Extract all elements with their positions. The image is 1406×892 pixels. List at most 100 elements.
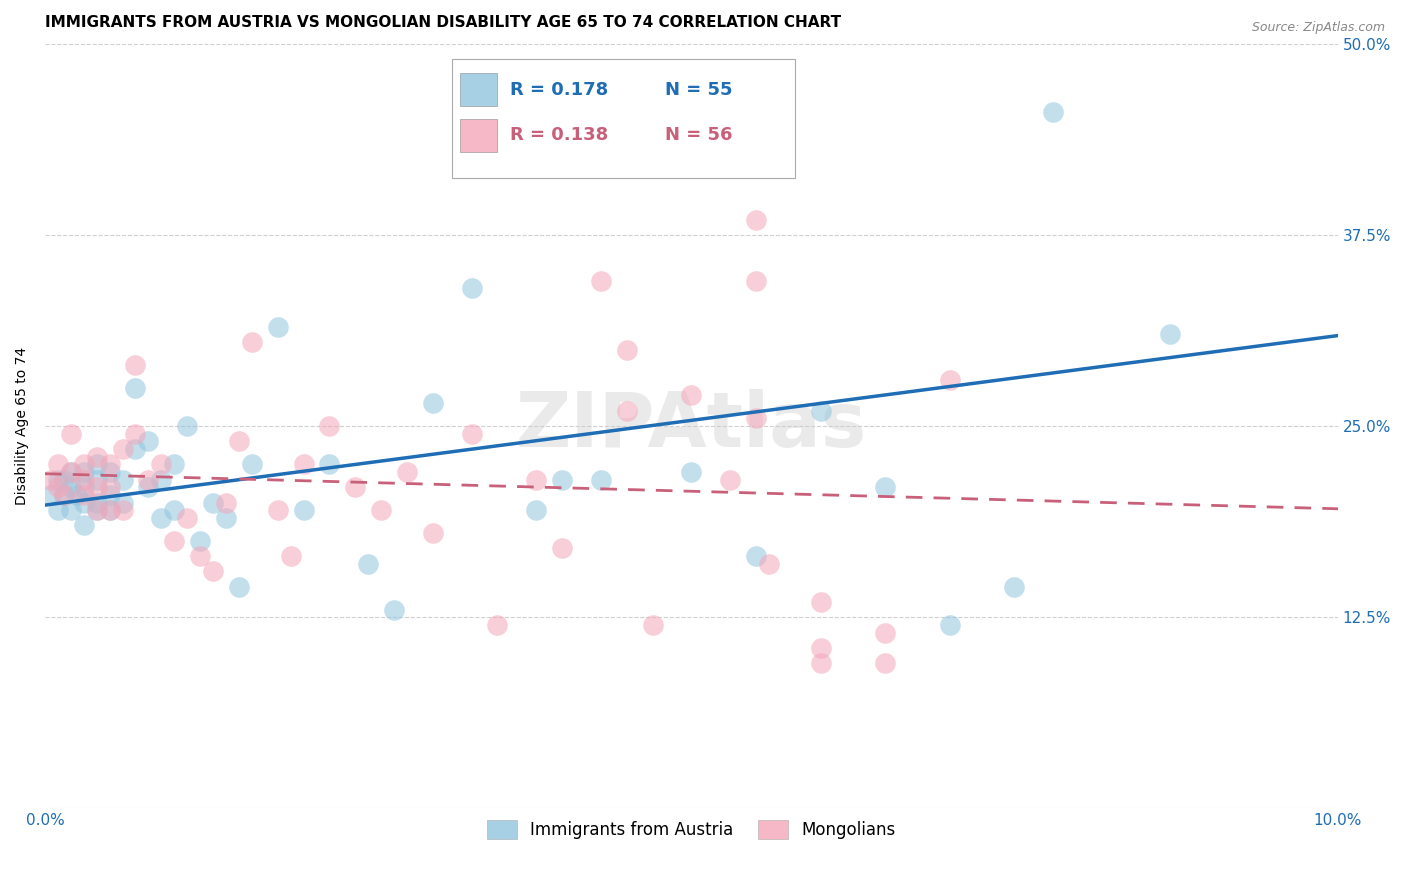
Point <box>745 212 768 227</box>
Point <box>86 480 108 494</box>
Point <box>810 595 832 609</box>
Point <box>53 488 76 502</box>
Text: ZIPAtlas: ZIPAtlas <box>516 389 868 463</box>
Point <box>138 434 160 449</box>
Point <box>745 411 768 425</box>
Point <box>188 549 211 563</box>
Point <box>939 373 962 387</box>
Point <box>395 465 418 479</box>
FancyBboxPatch shape <box>453 59 794 178</box>
Point <box>460 426 482 441</box>
Point <box>589 274 612 288</box>
Point <box>163 533 186 548</box>
Point <box>59 465 82 479</box>
Point <box>758 557 780 571</box>
Point <box>280 549 302 563</box>
Point <box>46 458 69 472</box>
Point <box>73 480 96 494</box>
Point <box>718 473 741 487</box>
Point <box>59 465 82 479</box>
Point <box>240 334 263 349</box>
Point <box>98 488 121 502</box>
Y-axis label: Disability Age 65 to 74: Disability Age 65 to 74 <box>15 347 30 505</box>
Point <box>46 480 69 494</box>
Point <box>460 281 482 295</box>
Point <box>46 473 69 487</box>
Point <box>150 458 173 472</box>
Legend: Immigrants from Austria, Mongolians: Immigrants from Austria, Mongolians <box>479 814 903 846</box>
Point <box>86 495 108 509</box>
Point <box>681 388 703 402</box>
Point <box>589 473 612 487</box>
Point <box>124 426 146 441</box>
Point <box>215 495 238 509</box>
Point <box>98 503 121 517</box>
Point <box>124 442 146 456</box>
Point <box>86 450 108 464</box>
Point <box>98 503 121 517</box>
Point <box>551 473 574 487</box>
Point <box>202 495 225 509</box>
Point <box>163 458 186 472</box>
Point <box>41 488 63 502</box>
Point <box>124 358 146 372</box>
Point <box>73 458 96 472</box>
Point <box>150 473 173 487</box>
Point <box>86 458 108 472</box>
FancyBboxPatch shape <box>460 73 498 106</box>
Point <box>228 580 250 594</box>
Point <box>357 557 380 571</box>
Point <box>875 656 897 670</box>
Point <box>86 503 108 517</box>
Point <box>370 503 392 517</box>
Point <box>551 541 574 556</box>
Point <box>810 403 832 417</box>
Point <box>745 274 768 288</box>
Point <box>98 480 121 494</box>
Point <box>939 618 962 632</box>
Point <box>1042 105 1064 120</box>
Point <box>176 511 198 525</box>
Point <box>266 319 288 334</box>
Point <box>641 618 664 632</box>
Point <box>681 465 703 479</box>
Point <box>59 503 82 517</box>
Point <box>875 625 897 640</box>
Point <box>266 503 288 517</box>
Point <box>86 473 108 487</box>
Point <box>875 480 897 494</box>
Point <box>73 488 96 502</box>
Point <box>616 343 638 357</box>
Point <box>344 480 367 494</box>
Point <box>228 434 250 449</box>
Point <box>745 549 768 563</box>
Point <box>86 503 108 517</box>
Point <box>810 656 832 670</box>
Point <box>382 602 405 616</box>
Point <box>73 495 96 509</box>
Point <box>46 503 69 517</box>
Text: R = 0.178: R = 0.178 <box>510 80 609 98</box>
Point <box>422 526 444 541</box>
Point <box>124 381 146 395</box>
Point <box>138 473 160 487</box>
Point <box>292 503 315 517</box>
Point <box>318 419 340 434</box>
Point <box>422 396 444 410</box>
Point <box>163 503 186 517</box>
Point <box>111 442 134 456</box>
Point <box>1159 327 1181 342</box>
Point <box>318 458 340 472</box>
Point <box>240 458 263 472</box>
Point <box>73 518 96 533</box>
Point <box>66 488 89 502</box>
Point <box>215 511 238 525</box>
Point <box>616 403 638 417</box>
Point <box>524 503 547 517</box>
Point <box>98 465 121 479</box>
FancyBboxPatch shape <box>460 119 498 153</box>
Point <box>111 473 134 487</box>
Point <box>1004 580 1026 594</box>
Point <box>73 473 96 487</box>
Point <box>150 511 173 525</box>
